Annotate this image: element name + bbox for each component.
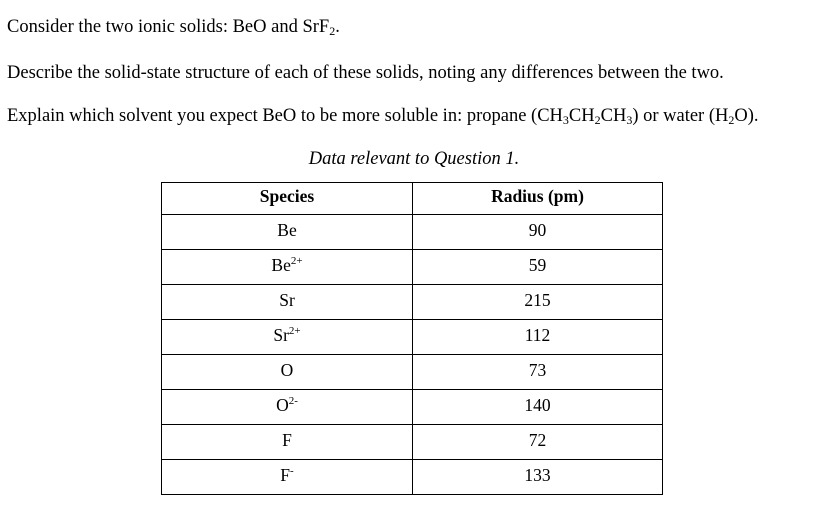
text: .	[335, 17, 340, 37]
header-radius: Radius (pm)	[412, 182, 663, 215]
table-header-row: Species Radius (pm)	[161, 182, 663, 215]
radius-cell: 73	[412, 354, 663, 390]
species-cell: Sr	[161, 284, 413, 320]
text: Consider the two ionic solids: BeO and S…	[7, 17, 330, 37]
table-row: Be 90	[161, 214, 663, 250]
text: ) or water (H	[632, 106, 729, 126]
species-symbol: F	[282, 430, 292, 450]
species-symbol: Sr	[279, 290, 295, 310]
radius-cell: 133	[412, 459, 663, 495]
species-cell: O	[161, 354, 413, 390]
radius-cell: 140	[412, 389, 663, 425]
radius-table: Species Radius (pm) Be 90 Be2+ 59 Sr 215 Sr2+ 1…	[161, 182, 663, 495]
text: Explain which solvent you expect BeO to …	[7, 106, 563, 126]
radius-cell: 59	[412, 249, 663, 285]
species-charge: -	[290, 465, 294, 477]
species-cell: F	[161, 424, 413, 460]
species-symbol: O	[280, 360, 294, 380]
radius-cell: 215	[412, 284, 663, 320]
table-row: Sr 215	[161, 284, 663, 320]
radius-cell: 112	[412, 319, 663, 355]
subscript: 2	[594, 113, 601, 127]
text: O).	[734, 106, 759, 126]
species-charge: 2-	[288, 395, 298, 407]
table-row: Be2+ 59	[161, 249, 663, 285]
species-symbol: F	[280, 465, 291, 485]
species-charge: 2+	[288, 325, 301, 337]
subscript: 3	[626, 113, 633, 127]
table-row: Sr2+ 112	[161, 319, 663, 355]
question-part-describe: Describe the solid-state structure of ea…	[7, 63, 724, 83]
table-caption: Data relevant to Question 1.	[308, 149, 520, 169]
species-cell: Be2+	[161, 249, 413, 285]
table-row: O2- 140	[161, 389, 663, 425]
subscript: 2	[728, 113, 735, 127]
species-symbol: Sr	[273, 325, 289, 345]
species-cell: O2-	[161, 389, 413, 425]
table-row: F- 133	[161, 459, 663, 495]
text: CH	[568, 106, 595, 126]
table-row: O 73	[161, 354, 663, 390]
species-symbol: O	[276, 395, 289, 415]
radius-cell: 72	[412, 424, 663, 460]
species-charge: 2+	[290, 255, 303, 267]
species-cell: Sr2+	[161, 319, 413, 355]
question-intro: Consider the two ionic solids: BeO and S…	[7, 17, 340, 38]
text: CH	[600, 106, 627, 126]
table-row: F 72	[161, 424, 663, 460]
question-part-explain: Explain which solvent you expect BeO to …	[7, 106, 759, 127]
species-cell: Be	[161, 214, 413, 250]
species-symbol: Be	[271, 255, 291, 275]
subscript: 2	[329, 24, 336, 38]
species-symbol: Be	[277, 220, 297, 240]
header-species: Species	[161, 182, 413, 215]
radius-cell: 90	[412, 214, 663, 250]
species-cell: F-	[161, 459, 413, 495]
subscript: 3	[562, 113, 569, 127]
